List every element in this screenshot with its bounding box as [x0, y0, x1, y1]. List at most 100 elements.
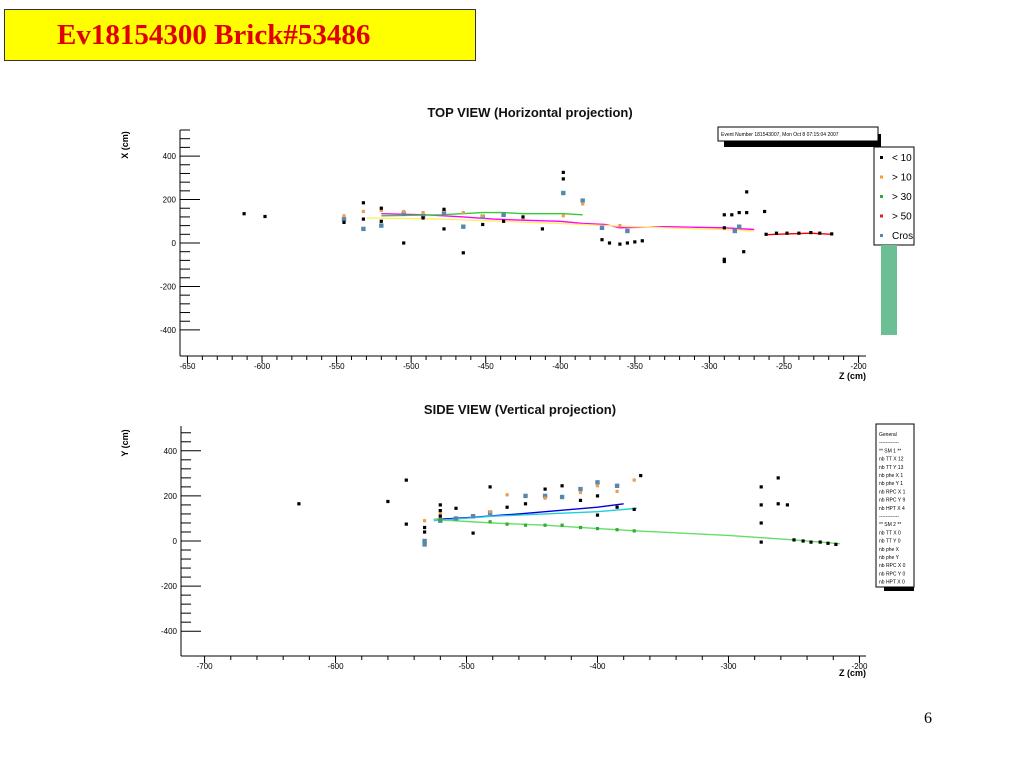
track-line: [366, 217, 755, 232]
stats-line: ------------: [879, 440, 899, 446]
orange-hit-point: [561, 214, 565, 218]
legend-label: > 10: [892, 173, 912, 184]
legend-label: > 50: [892, 212, 912, 223]
legend-marker: [880, 156, 883, 159]
black-hit-point: [633, 240, 637, 244]
black-hit-point: [438, 509, 442, 513]
cross-hit-point: [523, 493, 528, 499]
x-tick-label: -250: [776, 362, 793, 371]
cross-hit-point: [470, 514, 476, 519]
x-tick-label: -200: [851, 662, 868, 671]
cross-hit-point: [401, 211, 406, 216]
black-hit-point: [759, 540, 763, 544]
black-hit-point: [595, 513, 600, 517]
cross-hit-point: [542, 493, 548, 499]
green-hit-point: [488, 520, 492, 524]
cross-hit-point: [461, 224, 466, 229]
orange-hit-point: [595, 484, 600, 488]
orange-hit-point: [379, 208, 383, 212]
black-hit-point: [488, 485, 492, 489]
stats-line: ------------: [879, 514, 899, 520]
stats-line: nb RPC Y 9: [879, 498, 905, 504]
x-tick-label: -300: [720, 662, 737, 671]
y-tick-label: -400: [160, 326, 177, 335]
cross-hit-point: [732, 228, 737, 234]
side-view-ylabel: Y (cm): [120, 429, 130, 456]
black-hit-point: [521, 215, 525, 219]
black-hit-point: [361, 217, 365, 221]
legend-color-bar: [881, 245, 897, 335]
x-tick-label: -600: [254, 362, 271, 371]
black-hit-point: [379, 219, 383, 223]
black-hit-point: [742, 250, 746, 254]
event-info-box: Event Number 181543007, Mon Oct 8 07:15:…: [717, 126, 881, 147]
top-view-legend: < 10 > 10 > 30 > 50 Cros: [873, 146, 915, 335]
stats-line: nb TT Y 0: [879, 539, 901, 545]
black-hit-point: [776, 502, 780, 506]
stats-line: nb phe X 1: [879, 473, 903, 479]
stats-line: nb TT X 0: [879, 530, 901, 536]
y-tick-label: 0: [173, 537, 178, 546]
orange-hit-point: [488, 510, 492, 514]
black-hit-point: [818, 540, 822, 544]
cross-hit-point: [559, 494, 565, 500]
black-hit-point: [759, 485, 763, 489]
black-hit-point: [764, 232, 768, 236]
green-hit-point: [595, 527, 600, 531]
orange-hit-point: [461, 211, 465, 215]
cross-hit-point: [422, 538, 427, 544]
y-tick-label: 200: [163, 196, 177, 205]
cross-hit-point: [422, 542, 427, 547]
black-hit-point: [618, 242, 622, 246]
track-line: [381, 213, 755, 231]
x-tick-label: -450: [478, 362, 495, 371]
stats-line: nb RPC Y 0: [879, 571, 905, 577]
y-tick-label: -200: [161, 582, 178, 591]
black-hit-point: [404, 522, 408, 526]
stats-line: nb phe Y 1: [879, 481, 903, 487]
black-hit-point: [442, 227, 446, 231]
black-hit-point: [722, 226, 726, 230]
y-tick-label: -400: [161, 627, 178, 636]
green-hit-point: [438, 518, 442, 522]
orange-hit-point: [581, 202, 585, 206]
black-hit-point: [797, 231, 801, 235]
cross-hit-point: [595, 480, 600, 485]
black-hit-point: [801, 539, 805, 543]
cross-hit-point: [453, 516, 459, 521]
y-tick-label: 0: [172, 239, 177, 248]
stats-box: General ------------ ** SM 1 ** nb TT X 12 n…: [875, 423, 915, 591]
black-hit-point: [792, 538, 796, 542]
black-hit-point: [438, 514, 442, 518]
black-hit-point: [745, 211, 749, 215]
x-tick-label: -500: [459, 662, 476, 671]
black-hit-point: [543, 487, 547, 491]
y-tick-label: 200: [164, 492, 178, 501]
black-hit-point: [297, 502, 301, 506]
black-hit-point: [471, 531, 475, 535]
black-hit-point: [402, 241, 406, 245]
legend-marker: [880, 234, 883, 237]
orange-hit-point: [481, 214, 485, 218]
black-hit-point: [442, 207, 446, 211]
legend-marker: [880, 195, 883, 198]
black-hit-point: [386, 499, 390, 504]
orange-hit-point: [505, 493, 509, 497]
orange-hit-point: [361, 209, 365, 214]
black-hit-point: [774, 231, 779, 235]
cross-hit-point: [501, 212, 506, 217]
green-hit-point: [578, 525, 583, 530]
stats-line: nb TT X 12: [879, 457, 904, 463]
track-line: [433, 518, 840, 545]
cross-hit-point: [625, 228, 630, 234]
cross-hit-point: [614, 483, 620, 488]
cross-hit-point: [561, 190, 566, 196]
track-line: [381, 211, 583, 217]
black-hit-point: [830, 232, 834, 236]
x-tick-label: -350: [627, 362, 644, 371]
black-hit-point: [818, 231, 822, 235]
black-hit-point: [809, 231, 813, 235]
black-hit-point: [600, 238, 604, 242]
x-tick-label: -700: [197, 662, 214, 671]
stats-line: ** SM 2 **: [879, 522, 901, 528]
